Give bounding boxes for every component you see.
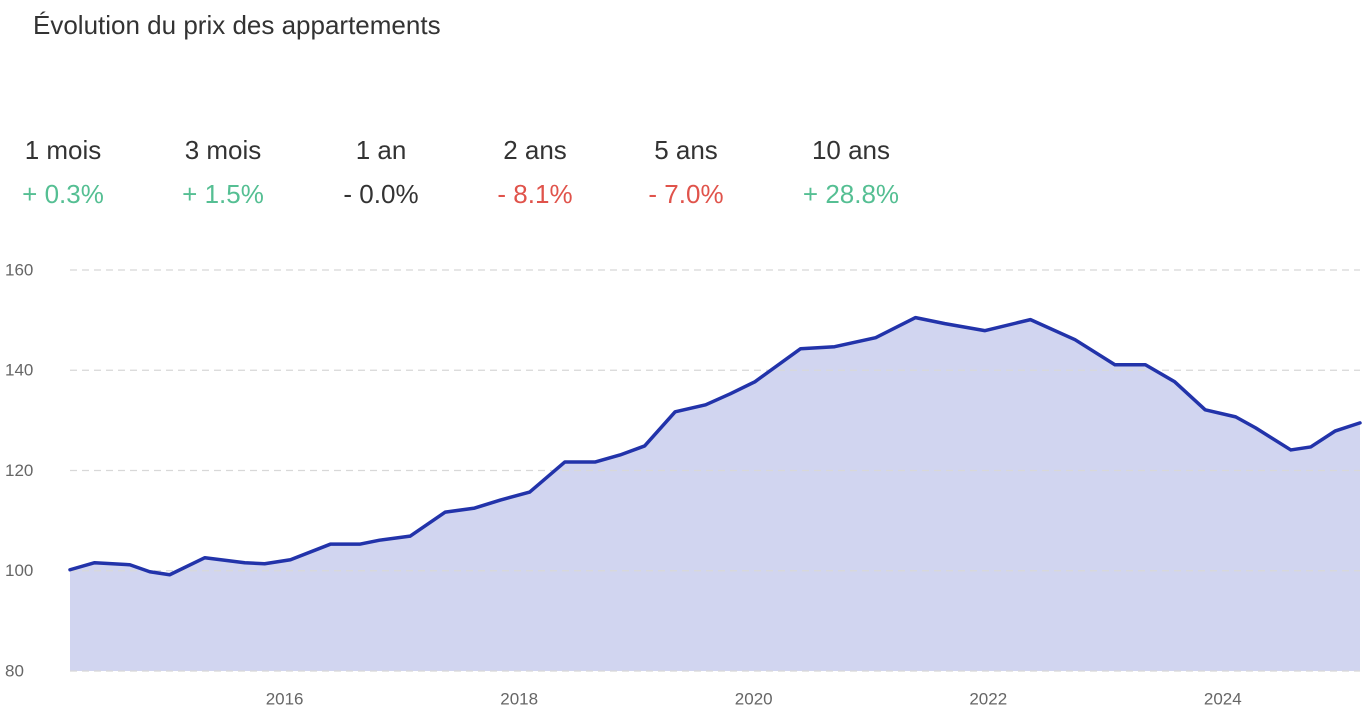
chart-title: Évolution du prix des appartements — [33, 10, 441, 40]
stat-value: + 28.8% — [803, 179, 899, 209]
y-tick-label: 140 — [5, 361, 33, 380]
stat-label: 10 ans — [812, 135, 890, 165]
stat-label: 5 ans — [654, 135, 718, 165]
x-tick-label: 2024 — [1204, 689, 1242, 708]
stat-label: 2 ans — [503, 135, 567, 165]
stat-label: 3 mois — [185, 135, 262, 165]
y-tick-label: 80 — [5, 661, 24, 680]
y-tick-label: 120 — [5, 461, 33, 480]
line — [68, 315, 1362, 577]
stat-label: 1 an — [356, 135, 407, 165]
stat-value: + 0.3% — [22, 179, 104, 209]
y-tick-label: 100 — [5, 561, 33, 580]
stat-value: - 7.0% — [648, 179, 723, 209]
y-tick-label: 160 — [5, 260, 33, 279]
stat-label: 1 mois — [25, 135, 102, 165]
x-tick-label: 2018 — [500, 689, 538, 708]
area — [70, 317, 1360, 671]
stat-value: - 0.0% — [343, 179, 418, 209]
stat-value: + 1.5% — [182, 179, 264, 209]
x-tick-label: 2016 — [266, 689, 304, 708]
x-tick-label: 2022 — [969, 689, 1007, 708]
stat-value: - 8.1% — [497, 179, 572, 209]
x-tick-label: 2020 — [735, 689, 773, 708]
